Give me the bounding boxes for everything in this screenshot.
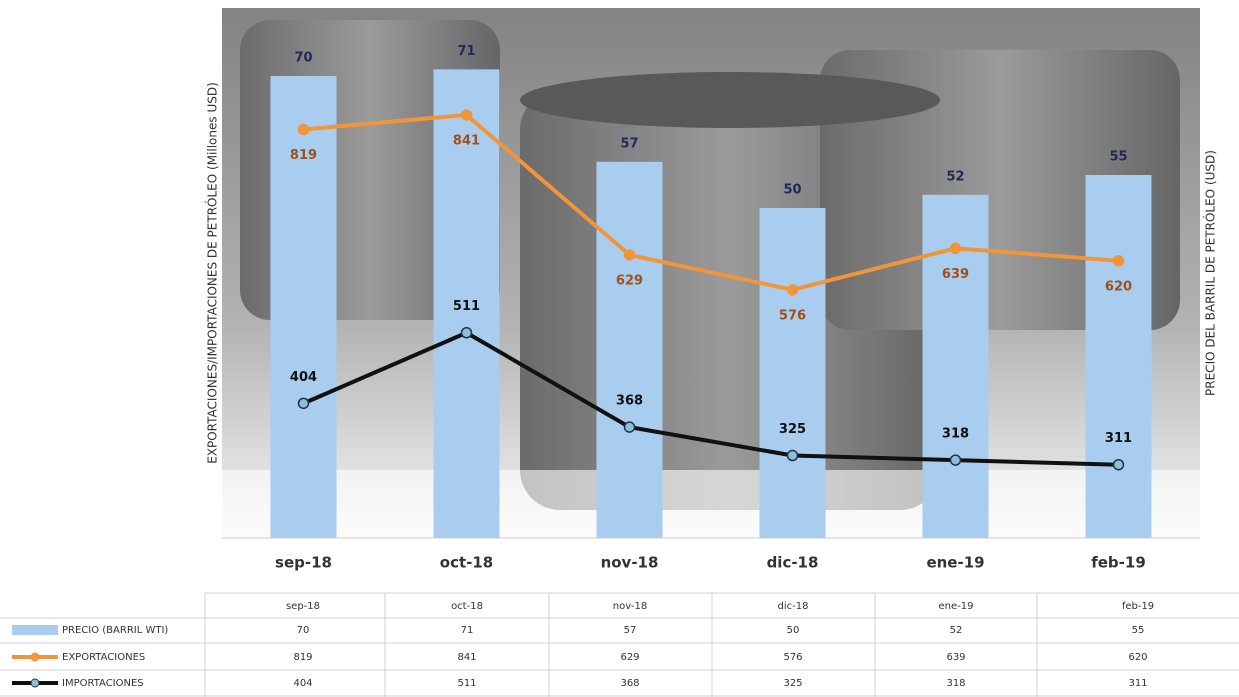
data-label: 511 — [453, 299, 480, 314]
line — [302, 330, 1119, 467]
table-header: oct-18 — [451, 601, 483, 612]
x-tick-label: sep-18 — [275, 554, 332, 572]
point — [297, 397, 310, 410]
table-cell: 511 — [457, 678, 476, 689]
table-cell: 576 — [783, 652, 802, 663]
data-label: 404 — [290, 370, 317, 385]
table-cell: 841 — [457, 652, 476, 663]
table-cell: 819 — [293, 652, 312, 663]
table-header: feb-19 — [1122, 601, 1154, 612]
y-axis-title: EXPORTACIONES/IMPORTACIONES DE PETRÓLEO … — [205, 82, 220, 464]
x-tick-label: nov-18 — [601, 554, 659, 572]
table-cell: 404 — [293, 678, 312, 689]
table-cell: 50 — [787, 625, 800, 636]
point — [623, 249, 636, 261]
data-label: 841 — [453, 133, 480, 148]
data-label: 819 — [290, 148, 317, 163]
data-label: 52 — [946, 169, 964, 184]
line — [303, 112, 1119, 292]
data-label: 368 — [616, 394, 643, 409]
y2-axis-title: PRECIO DEL BARRIL DE PETRÓLEO (USD) — [1203, 150, 1218, 396]
table-header: ene-19 — [939, 601, 974, 612]
table-cell: 70 — [297, 625, 310, 636]
point — [460, 109, 473, 121]
legend-swatch — [30, 678, 40, 688]
table-header: sep-18 — [286, 601, 320, 612]
legend-label: PRECIO (BARRIL WTI) — [62, 625, 168, 636]
bar — [433, 69, 500, 539]
bar — [270, 76, 337, 538]
data-label: 576 — [779, 308, 806, 323]
point — [297, 123, 310, 136]
data-label: 57 — [620, 136, 638, 151]
data-label: 50 — [783, 183, 801, 198]
bar — [1085, 175, 1152, 538]
table-cell: 639 — [946, 652, 965, 663]
data-table — [0, 592, 1239, 697]
table-cell: 368 — [620, 678, 639, 689]
bar — [759, 208, 826, 538]
x-tick-label: feb-19 — [1091, 554, 1146, 572]
legend-swatch — [30, 652, 40, 662]
x-tick-label: dic-18 — [767, 554, 819, 572]
data-label: 55 — [1109, 150, 1127, 165]
point — [949, 242, 962, 255]
bar — [596, 161, 663, 539]
data-label: 70 — [294, 51, 312, 66]
point — [786, 284, 799, 296]
point — [786, 449, 799, 462]
data-label: 318 — [942, 427, 969, 442]
data-label: 71 — [457, 44, 475, 59]
data-label: 311 — [1105, 431, 1132, 446]
table-cell: 325 — [783, 678, 802, 689]
table-cell: 629 — [620, 652, 639, 663]
table-cell: 71 — [461, 625, 474, 636]
legend-swatch — [12, 625, 58, 635]
table-cell: 318 — [946, 678, 965, 689]
point — [1112, 458, 1125, 471]
table-header: dic-18 — [778, 601, 809, 612]
point — [460, 326, 473, 339]
data-label: 629 — [616, 273, 643, 288]
legend-label: EXPORTACIONES — [62, 652, 145, 663]
table-cell: 52 — [950, 625, 963, 636]
table-header: nov-18 — [613, 601, 647, 612]
table-cell: 620 — [1128, 652, 1147, 663]
x-tick-label: ene-19 — [926, 554, 984, 572]
data-label: 620 — [1105, 279, 1132, 294]
table-cell: 55 — [1132, 625, 1145, 636]
data-label: 325 — [779, 422, 806, 437]
legend-label: IMPORTACIONES — [62, 678, 144, 689]
data-label: 639 — [942, 267, 969, 282]
point — [623, 421, 636, 433]
table-cell: 57 — [624, 625, 637, 636]
point — [949, 454, 962, 466]
table-cell: 311 — [1128, 678, 1147, 689]
x-tick-label: oct-18 — [440, 554, 493, 572]
point — [1112, 255, 1125, 267]
